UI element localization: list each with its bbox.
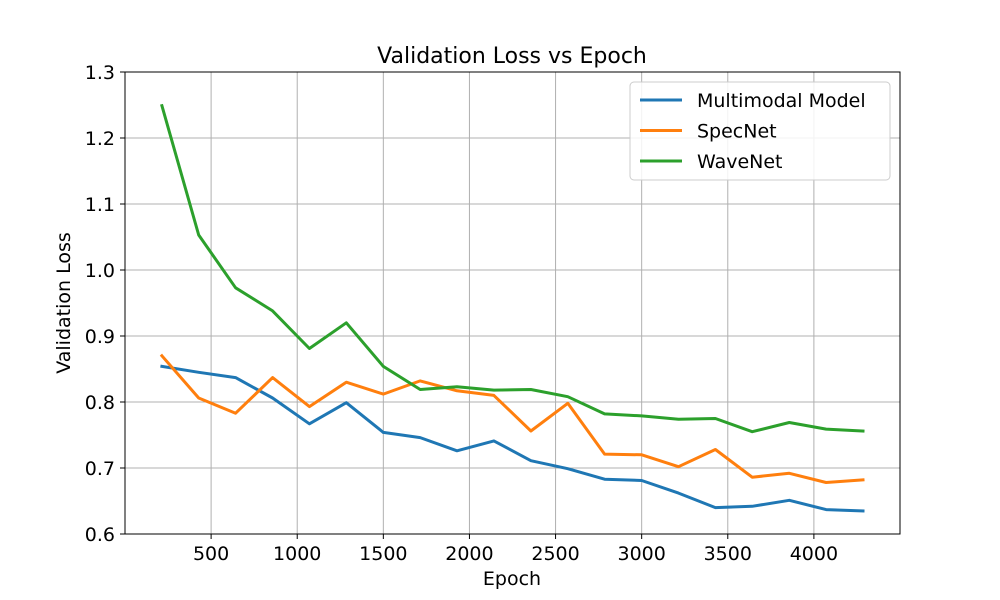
series-lines — [159, 103, 865, 513]
y-tick-label: 1.1 — [85, 194, 115, 216]
x-tick-label: 1000 — [273, 543, 321, 565]
legend-label-multimodal-model: Multimodal Model — [697, 90, 866, 112]
series-line-multimodal-model — [160, 364, 865, 513]
legend-label-specnet: SpecNet — [697, 121, 777, 143]
y-tick-label: 0.7 — [85, 458, 115, 480]
x-tick-label: 2500 — [531, 543, 579, 565]
series-line-wavenet — [160, 103, 865, 434]
x-tick-label: 1500 — [359, 543, 407, 565]
x-tick-label: 500 — [193, 543, 229, 565]
legend: Multimodal Model SpecNet WaveNet — [629, 81, 891, 181]
legend-box — [629, 81, 891, 181]
y-tick-label: 0.8 — [85, 392, 115, 414]
y-tick-label: 0.9 — [85, 326, 115, 348]
y-tick-label: 1.0 — [85, 260, 115, 282]
legend-label-wavenet: WaveNet — [697, 151, 783, 173]
x-tick-label: 3000 — [617, 543, 665, 565]
x-axis-ticks: 500 1000 1500 2000 2500 3000 3500 4000 — [193, 534, 838, 565]
chart-title: Validation Loss vs Epoch — [377, 44, 647, 69]
plot-frame — [124, 71, 901, 535]
x-tick-label: 2000 — [445, 543, 493, 565]
series-line-specnet — [159, 353, 865, 484]
x-tick-label: 4000 — [790, 543, 838, 565]
y-tick-label: 1.2 — [85, 128, 115, 150]
y-axis-ticks: 0.6 0.7 0.8 0.9 1.0 1.1 1.2 1.3 — [85, 62, 125, 546]
x-tick-label: 3500 — [704, 543, 752, 565]
y-tick-label: 0.6 — [85, 524, 115, 546]
y-tick-label: 1.3 — [85, 62, 115, 84]
x-axis-label: Epoch — [483, 568, 541, 590]
y-axis-label: Validation Loss — [53, 232, 75, 374]
